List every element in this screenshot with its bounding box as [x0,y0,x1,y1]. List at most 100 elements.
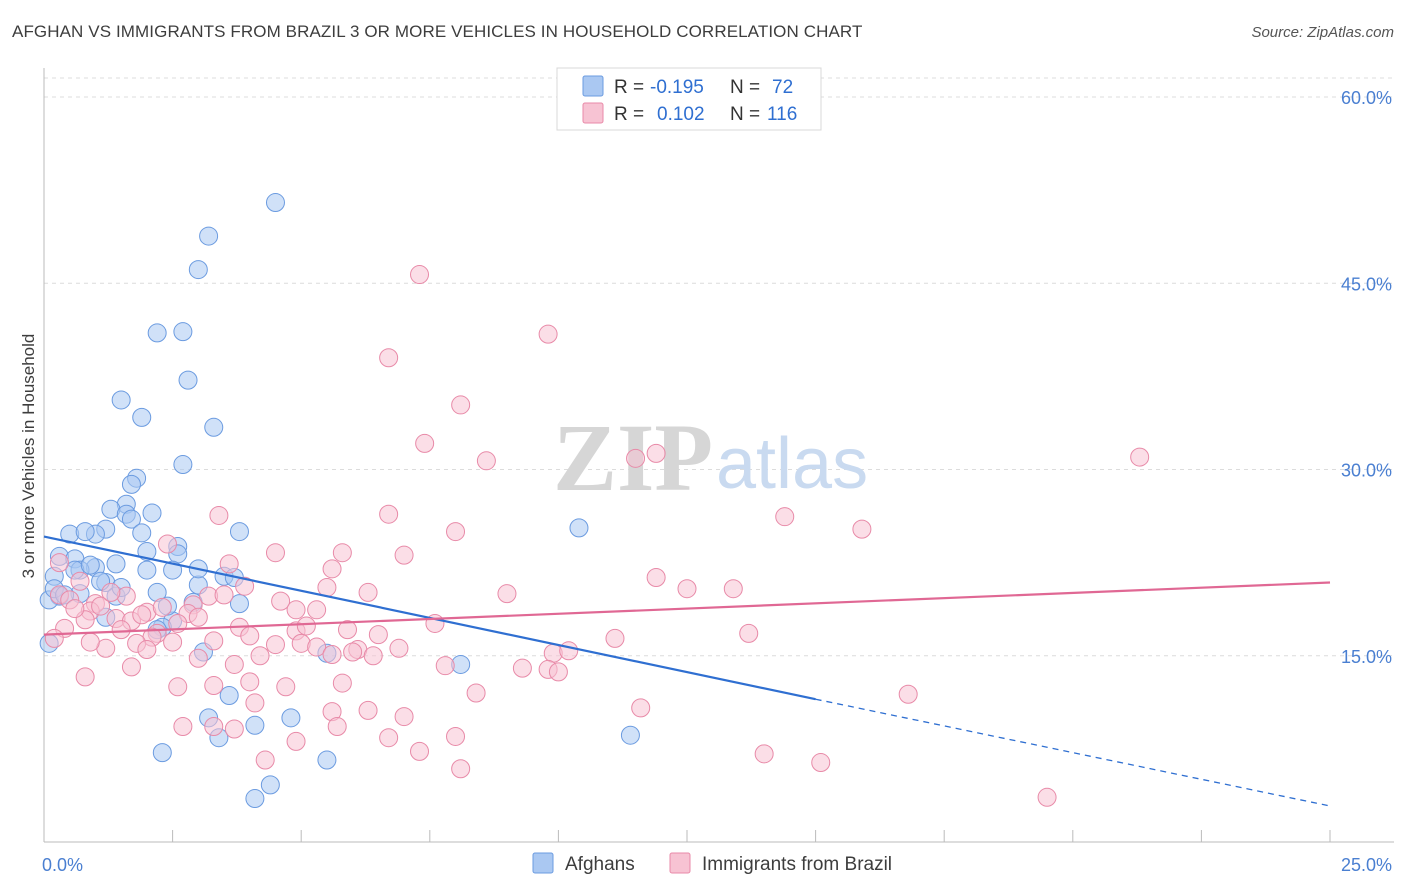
point-brazil [296,616,316,636]
point-brazil [307,637,327,657]
point-brazil [91,596,111,616]
point-brazil [255,750,275,770]
point-brazil [307,600,327,620]
point-brazil [358,700,378,720]
point-brazil [276,677,296,697]
point-brazil [44,628,64,648]
point-brazil [852,519,872,539]
point-brazil [250,646,270,666]
point-brazil [214,585,234,605]
point-brazil [286,600,306,620]
point-brazil [235,576,255,596]
point-brazil [322,645,342,665]
legend-n-value-2: 116 [767,104,797,125]
watermark: ZIP atlas [553,404,868,511]
point-brazil [286,731,306,751]
point-brazil [188,607,208,627]
point-afghans [75,522,95,542]
point-afghans [281,708,301,728]
bottom-legend-label-afghans: Afghans [565,854,635,875]
point-afghans [111,390,131,410]
point-brazil [898,684,918,704]
point-afghans [132,523,152,543]
point-brazil [451,395,471,415]
x-tick-label: 0.0% [42,855,83,875]
point-brazil [410,265,430,285]
point-brazil [265,543,285,563]
y-tick-label: 60.0% [1341,88,1392,108]
point-brazil [332,673,352,693]
point-brazil [204,631,224,651]
point-brazil [451,759,471,779]
point-brazil [132,605,152,625]
point-brazil [1130,447,1150,467]
point-brazil [111,620,131,640]
point-brazil [497,584,517,604]
point-brazil [204,717,224,737]
point-afghans [173,455,193,475]
point-afghans [147,323,167,343]
point-brazil [65,599,85,619]
point-afghans [152,743,172,763]
point-brazil [204,676,224,696]
data-points [39,193,1150,809]
point-brazil [435,656,455,676]
point-brazil [80,632,100,652]
trend-line-afghans-extension [815,698,1331,807]
source-label: Source: ZipAtlas.com [1251,24,1394,41]
point-afghans [106,554,126,574]
point-afghans [265,193,285,213]
point-brazil [337,620,357,640]
point-brazil [559,641,579,661]
point-afghans [620,725,640,745]
point-brazil [157,534,177,554]
point-brazil [240,626,260,646]
point-brazil [368,625,388,645]
point-afghans [173,322,193,342]
point-afghans [229,594,249,614]
point-afghans [569,518,589,538]
point-brazil [677,579,697,599]
bottom-legend: Afghans Immigrants from Brazil [532,852,892,875]
point-brazil [754,744,774,764]
point-brazil [394,545,414,565]
point-brazil [605,628,625,648]
point-brazil [75,667,95,687]
trend-line-afghans [43,535,816,701]
axes [43,68,1394,843]
point-brazil [363,646,383,666]
bottom-legend-label-brazil: Immigrants from Brazil [702,854,892,875]
legend-r-label-1: R = [614,77,644,98]
legend-r-value-1: -0.195 [650,77,704,98]
point-afghans [188,260,208,280]
bottom-legend-swatch-afghans [532,852,554,874]
point-brazil [379,504,399,524]
point-afghans [317,750,337,770]
watermark-atlas: atlas [716,424,868,504]
point-brazil [646,568,666,588]
trend-line-brazil [43,581,1331,636]
point-brazil [466,683,486,703]
point-brazil [548,662,568,682]
legend-swatch-brazil [582,102,604,124]
point-brazil [271,591,291,611]
point-brazil [739,623,759,643]
point-brazil [173,717,193,737]
point-brazil [811,753,831,773]
point-brazil [379,728,399,748]
trend-lines [43,535,1331,807]
point-brazil [152,597,172,617]
y-axis-label: 3 or more Vehicles in Household [19,334,38,579]
point-brazil [209,505,229,525]
point-brazil [1037,787,1057,807]
point-afghans [142,503,162,523]
point-brazil [332,543,352,563]
point-afghans [260,775,280,795]
point-brazil [327,717,347,737]
point-afghans [121,474,141,494]
point-brazil [245,693,265,713]
point-afghans [137,541,157,561]
point-afghans [219,685,239,705]
legend-r-value-2: 0.102 [657,104,705,125]
point-brazil [415,433,435,453]
